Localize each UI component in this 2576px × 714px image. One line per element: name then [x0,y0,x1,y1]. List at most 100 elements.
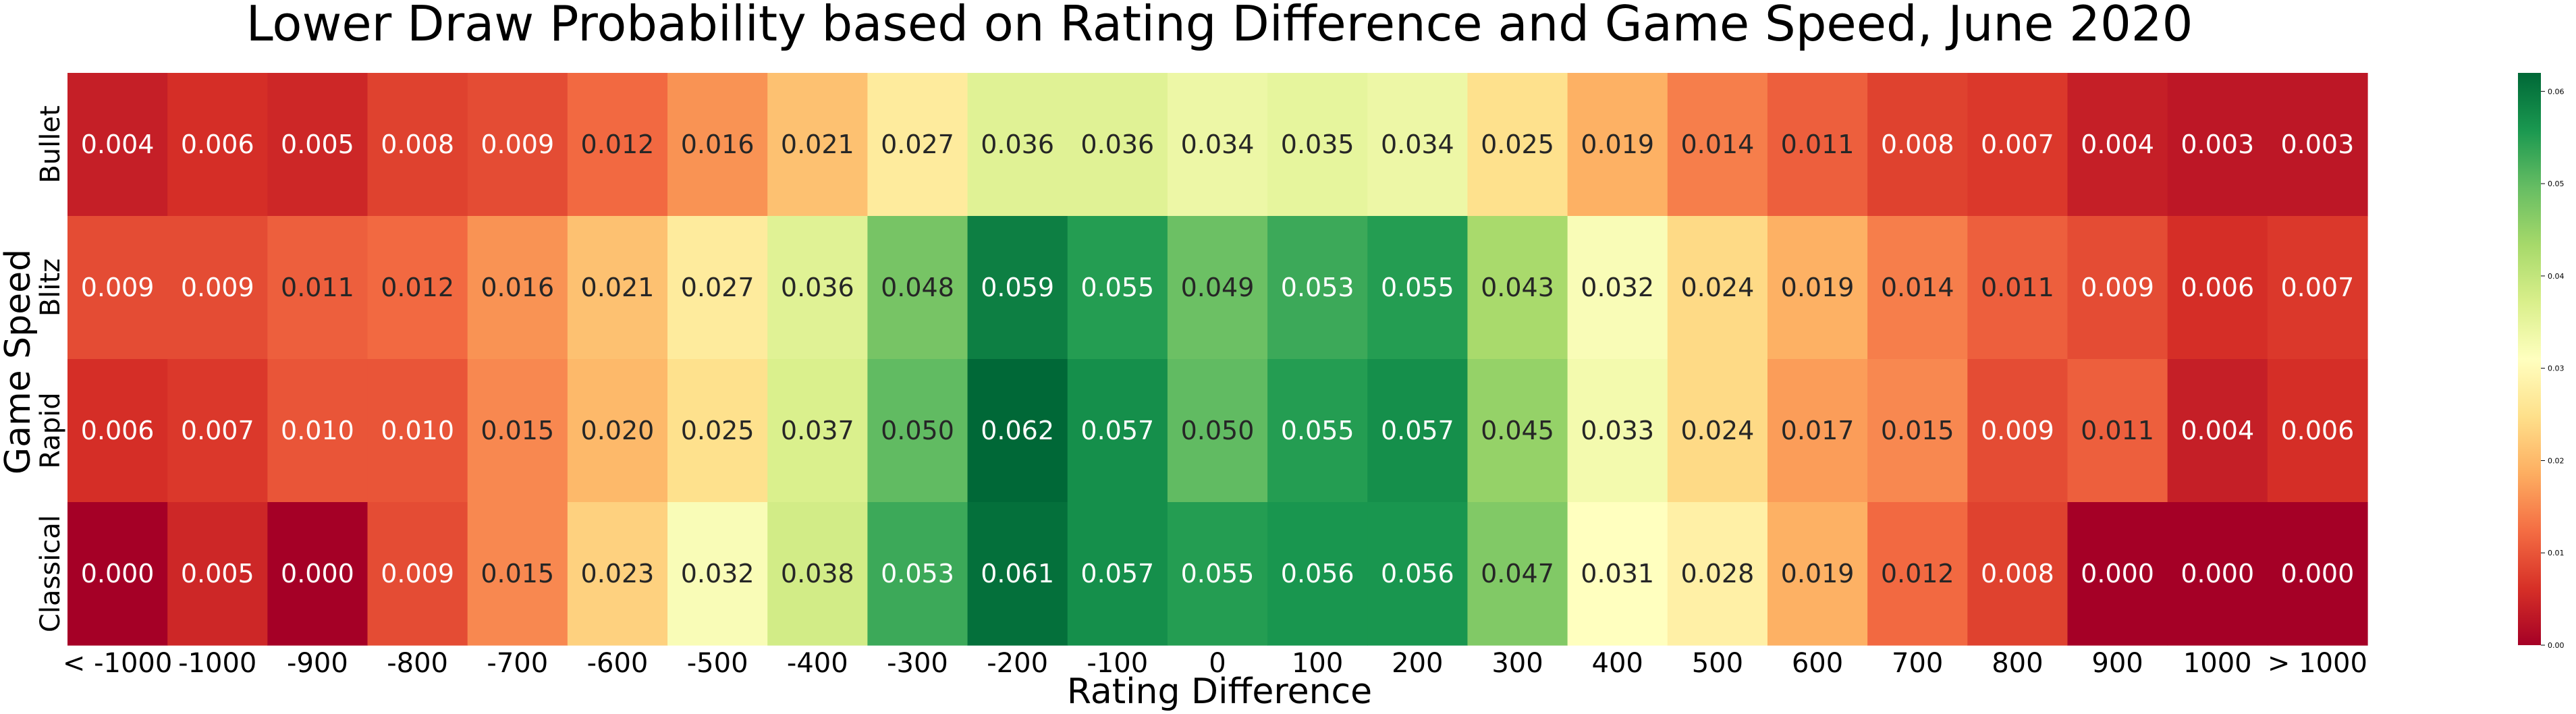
x-tick-label: -800 [387,648,448,679]
heatmap-cell [167,359,268,503]
cell-value-label: 0.006 [2181,273,2254,302]
heatmap-cell [967,216,1068,360]
y-tick-label: Rapid [35,392,66,468]
cell-value-label: 0.062 [981,416,1054,445]
cell-value-label: 0.009 [381,559,454,588]
cell-value-label: 0.027 [681,273,755,302]
cell-value-label: 0.008 [1981,559,2054,588]
heatmap-cell [1267,502,1368,646]
cell-value-label: 0.048 [881,273,954,302]
heatmap-cell [1367,502,1469,646]
cell-value-label: 0.024 [1680,273,1754,302]
cell-value-label: 0.012 [581,130,655,159]
heatmap-cell [2167,502,2268,646]
cell-value-label: 0.055 [1080,273,1154,302]
cell-value-label: 0.025 [681,416,755,445]
heatmap-cell [1967,216,2068,360]
x-tick-label: 800 [1992,648,2043,679]
cell-value-label: 0.031 [1581,559,1654,588]
cell-value-label: 0.015 [481,416,554,445]
cell-value-label: 0.019 [1781,273,1855,302]
heatmap-cell [1867,216,1968,360]
heatmap-cell [767,216,868,360]
cell-value-label: 0.047 [1481,559,1554,588]
colorbar: 0.00 0.01 0.02 0.03 0.04 0.05 0.06 [2518,73,2565,650]
heatmap-cell [1167,73,1268,217]
x-tick-label: -400 [787,648,848,679]
heatmap-cell [1367,359,1469,503]
cell-value-label: 0.007 [1981,130,2054,159]
cell-value-label: 0.050 [1181,416,1255,445]
heatmap-cell [1267,73,1368,217]
cell-value-label: 0.006 [2281,416,2355,445]
cell-value-label: 0.000 [2181,559,2254,588]
cell-value-label: 0.036 [1080,130,1154,159]
colorbar-tick-label: 0.05 [2548,180,2565,188]
cell-value-label: 0.000 [2081,559,2154,588]
x-tick-label: 500 [1692,648,1743,679]
cell-value-label: 0.006 [81,416,155,445]
y-tick-labels: Bullet Blitz Rapid Classical [35,105,66,632]
heatmap-cell [1867,73,1968,217]
cell-value-label: 0.000 [81,559,155,588]
cell-value-label: 0.016 [681,130,755,159]
colorbar-tick-label: 0.01 [2548,549,2565,557]
cell-value-label: 0.010 [381,416,454,445]
heatmap-cell [367,216,468,360]
heatmap-cell [1667,359,1768,503]
cell-value-label: 0.011 [1781,130,1855,159]
heatmap-cell [1467,502,1568,646]
cell-value-label: 0.055 [1381,273,1454,302]
heatmap-cell [1567,502,1668,646]
y-tick-label: Blitz [35,258,66,317]
heatmap-cells [67,73,2368,646]
heatmap-cell [367,502,468,646]
heatmap-cell [1067,216,1168,360]
heatmap-cell [1967,502,2068,646]
heatmap-cell [267,359,368,503]
heatmap-cell [267,216,368,360]
cell-value-label: 0.021 [581,273,655,302]
cell-value-label: 0.009 [481,130,554,159]
heatmap-cell [467,216,568,360]
heatmap-cell [1467,359,1568,503]
heatmap-cell [2267,73,2368,217]
x-tick-label: 0 [1209,648,1226,679]
cell-value-label: 0.010 [281,416,354,445]
cell-value-label: 0.004 [2181,416,2254,445]
heatmap-cell [867,502,968,646]
heatmap-cell [2067,359,2168,503]
x-tick-label: 100 [1292,648,1343,679]
heatmap-cell [667,359,768,503]
cell-value-label: 0.033 [1581,416,1654,445]
cell-value-label: 0.007 [2281,273,2355,302]
heatmap-cell [1667,502,1768,646]
colorbar-tick-label: 0.04 [2548,272,2565,281]
cell-value-label: 0.023 [581,559,655,588]
heatmap-cell [667,502,768,646]
heatmap-cell [1967,73,2068,217]
heatmap-cell [2167,73,2268,217]
x-tick-label: < -1000 [63,648,172,679]
heatmap-cell [2267,216,2368,360]
x-tick-label: -200 [987,648,1048,679]
heatmap-cell [567,502,668,646]
x-tick-label: -300 [887,648,948,679]
colorbar-tick-label: 0.02 [2548,456,2565,465]
cell-value-label: 0.025 [1481,130,1554,159]
cell-value-label: 0.006 [181,130,254,159]
heatmap-cell [1767,73,1868,217]
cell-value-label: 0.055 [1181,559,1255,588]
cell-value-label: 0.009 [181,273,254,302]
heatmap-cell [367,73,468,217]
x-tick-label: 700 [1892,648,1943,679]
heatmap-cell [567,216,668,360]
heatmap-cell [767,73,868,217]
heatmap-cell [467,359,568,503]
cell-value-label: 0.009 [1981,416,2054,445]
heatmap-cell [1467,216,1568,360]
heatmap-cell [467,502,568,646]
x-tick-label: 900 [2091,648,2143,679]
x-tick-label: -700 [487,648,548,679]
cell-value-label: 0.016 [481,273,554,302]
